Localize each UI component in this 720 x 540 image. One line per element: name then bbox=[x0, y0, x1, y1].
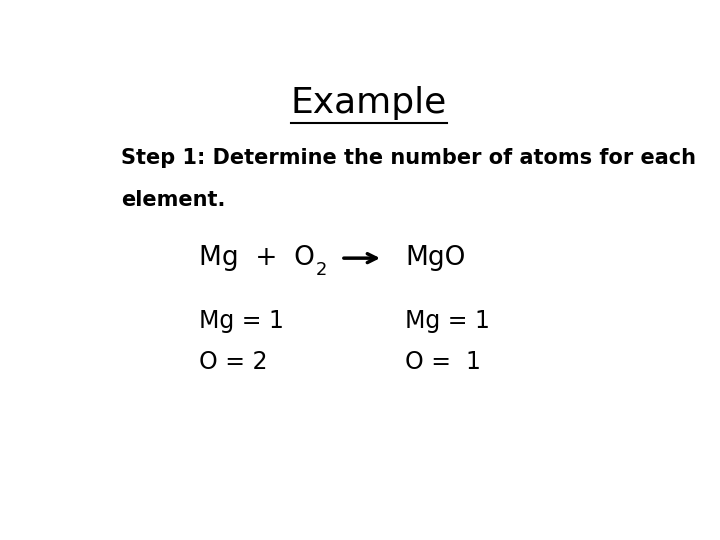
Text: O =  1: O = 1 bbox=[405, 350, 481, 374]
Text: Mg  +  O: Mg + O bbox=[199, 245, 315, 271]
Text: O = 2: O = 2 bbox=[199, 350, 267, 374]
Text: Example: Example bbox=[291, 85, 447, 119]
Text: element.: element. bbox=[121, 190, 225, 210]
Text: Step 1: Determine the number of atoms for each: Step 1: Determine the number of atoms fo… bbox=[121, 148, 696, 168]
Text: Mg = 1: Mg = 1 bbox=[405, 308, 490, 333]
Text: 2: 2 bbox=[316, 261, 327, 279]
Text: MgO: MgO bbox=[405, 245, 466, 271]
Text: Mg = 1: Mg = 1 bbox=[199, 308, 284, 333]
